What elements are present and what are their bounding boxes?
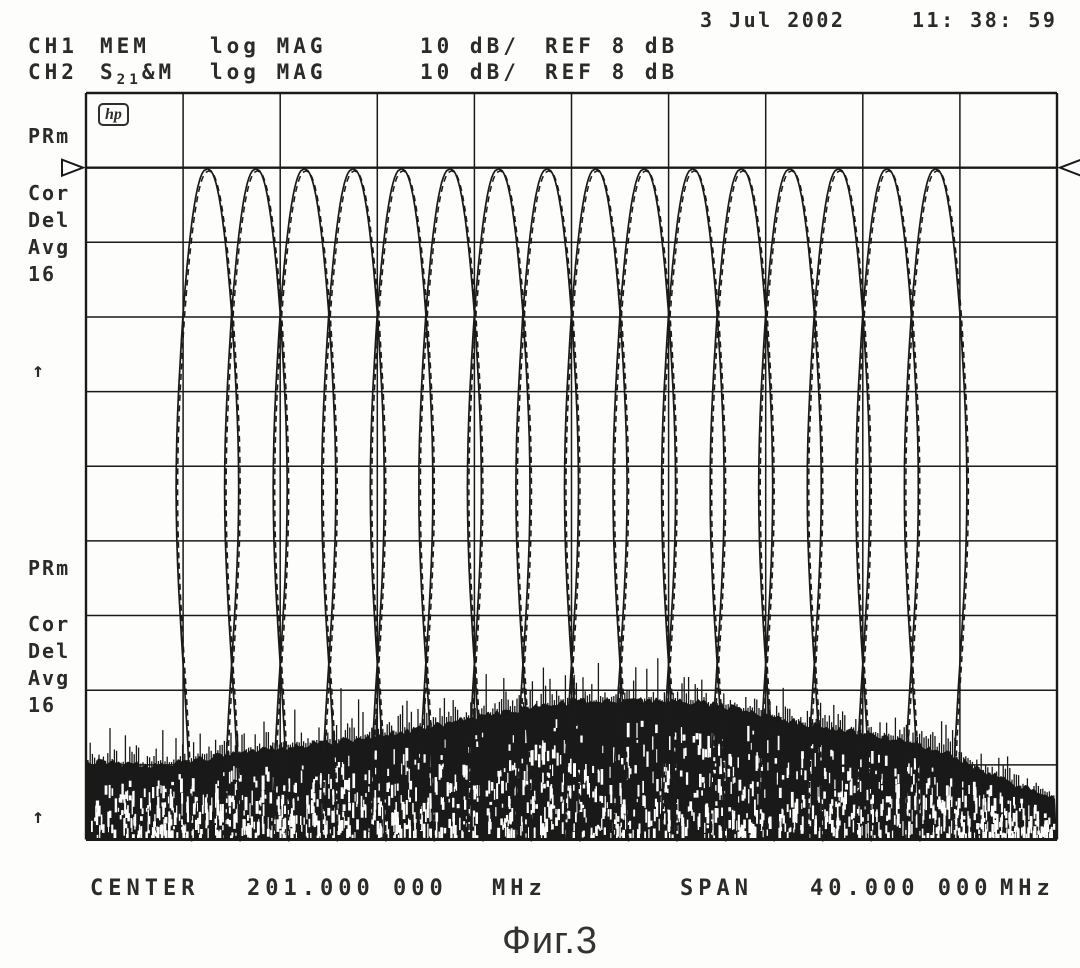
ch1-scale: 10 dB/ xyxy=(420,34,520,58)
ch2-prm-label: PRm xyxy=(28,556,71,580)
ref-marker-left xyxy=(61,158,86,178)
measured-trace-ch2 xyxy=(175,167,968,840)
ch2-del-label: Del xyxy=(28,639,71,663)
ch2-format: log MAG xyxy=(210,60,327,84)
span-unit: MHz xyxy=(1000,876,1055,901)
span-value: 40.000 000 xyxy=(810,876,993,901)
memory-trace-ch1 xyxy=(176,169,970,842)
ch1-trace: MEM xyxy=(100,34,150,58)
ch2-up-arrow-icon: ↑ xyxy=(32,804,47,828)
time-text: 11: 38: 59 xyxy=(912,8,1058,32)
ch1-avg-label: Avg xyxy=(28,235,71,259)
ch2-scale: 10 dB/ xyxy=(420,60,520,84)
ch2-cor-label: Cor xyxy=(28,612,71,636)
ch2-avg-label: Avg xyxy=(28,666,71,690)
center-label: CENTER xyxy=(90,876,200,901)
ch2-ref: REF 8 dB xyxy=(545,60,679,84)
figure-caption: Фиг.3 xyxy=(501,920,599,962)
ch1-up-arrow-icon: ↑ xyxy=(32,358,47,382)
ref-marker-right xyxy=(1057,158,1080,177)
ch2-avg-count: 16 xyxy=(28,693,57,717)
ch2-trace: S21&M xyxy=(100,60,176,89)
hp-logo: hp xyxy=(98,103,129,126)
ch1-del-label: Del xyxy=(28,208,71,232)
center-unit: MHz xyxy=(492,876,547,901)
reference-line xyxy=(61,158,1080,178)
ch1-ref: REF 8 dB xyxy=(545,34,679,58)
ch1-label: CH1 xyxy=(28,34,78,58)
ch2-label: CH2 xyxy=(28,60,78,84)
noise-floor xyxy=(86,658,1057,851)
ch1-cor-label: Cor xyxy=(28,181,71,205)
ch1-prm-label: PRm xyxy=(28,124,71,148)
ch1-avg-count: 16 xyxy=(28,262,57,286)
ch1-format: log MAG xyxy=(210,34,327,58)
center-value: 201.000 000 xyxy=(247,876,448,901)
span-label: SPAN xyxy=(680,876,753,901)
date-text: 3 Jul 2002 xyxy=(700,8,846,32)
